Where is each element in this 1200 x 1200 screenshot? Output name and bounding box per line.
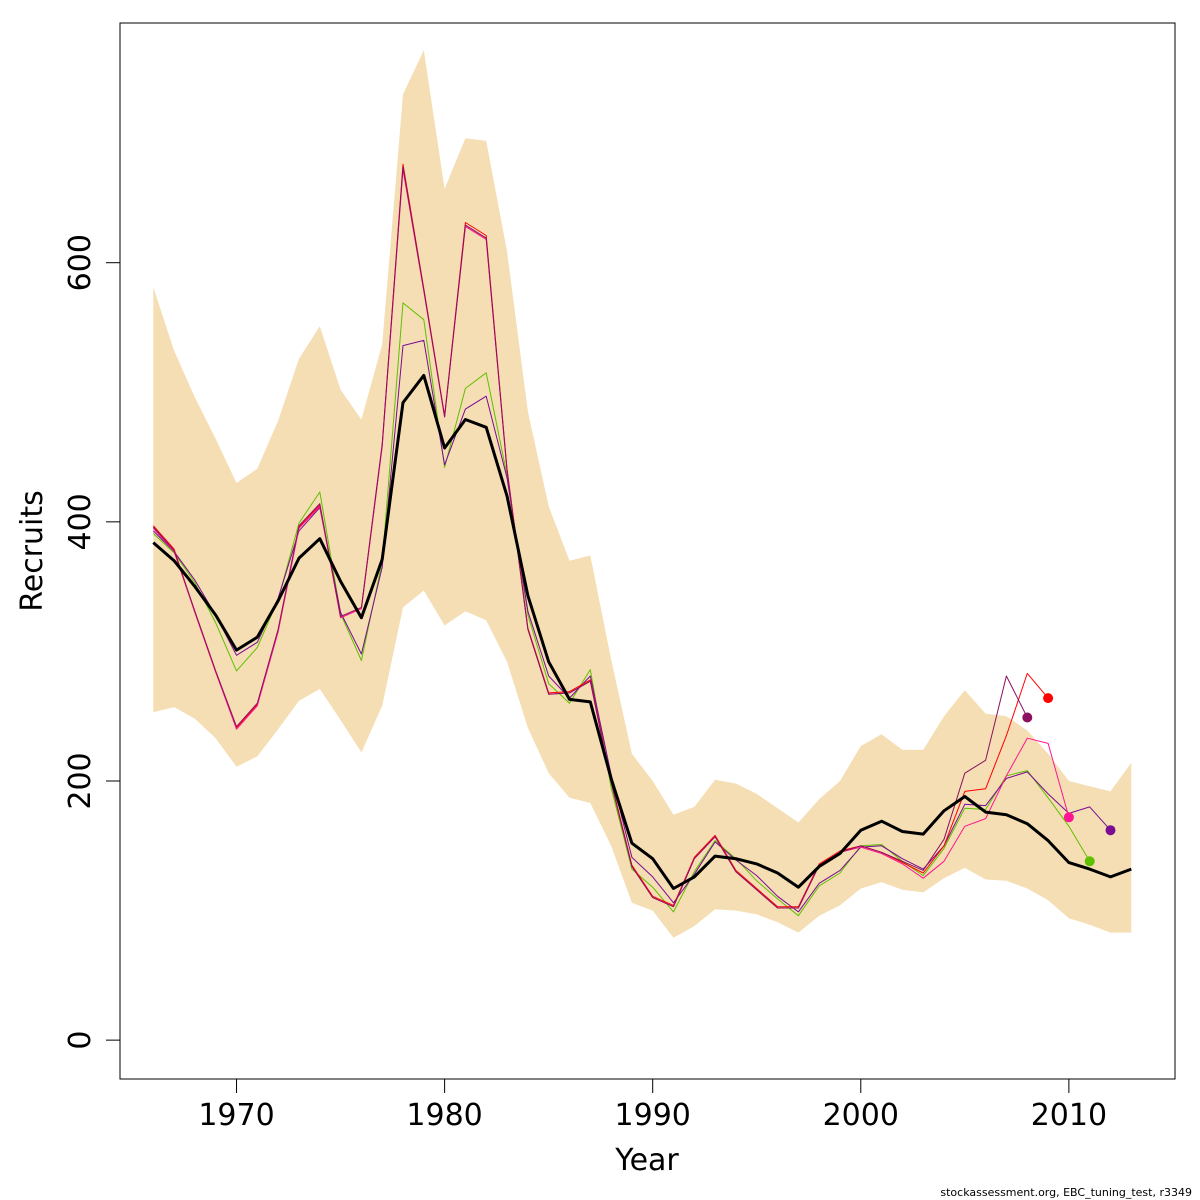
series-line-1 (152, 302, 1091, 917)
series-end-point-4 (1063, 812, 1074, 823)
series-end-point-5 (1022, 712, 1033, 723)
series-line-0 (152, 373, 1132, 890)
x-tick-label: 2010 (1031, 1098, 1107, 1133)
x-tick-label: 2000 (823, 1098, 899, 1133)
x-tick-label: 1980 (406, 1098, 482, 1133)
series-layer (152, 163, 1132, 917)
credit-text: stockassessment.org, EBC_tuning_test, r3… (940, 1186, 1192, 1199)
confidence-band-layer (153, 50, 1132, 938)
y-tick-label: 400 (63, 493, 98, 550)
y-axis-title: Recruits (15, 490, 50, 612)
confidence-band (153, 50, 1132, 938)
series-line-2 (152, 339, 1111, 913)
y-tick-label: 0 (63, 1031, 98, 1050)
series-end-point-2 (1105, 825, 1116, 836)
y-tick-label: 200 (63, 752, 98, 809)
marker-layer (1022, 693, 1116, 867)
x-tick-label: 1990 (615, 1098, 691, 1133)
y-axis: 0 200 400 600 (63, 234, 121, 1050)
series-end-point-1 (1084, 856, 1095, 867)
series-end-point-3 (1043, 693, 1054, 704)
x-tick-label: 1970 (198, 1098, 274, 1133)
x-axis-title: Year (614, 1143, 679, 1178)
series-line-5 (152, 166, 1028, 909)
y-tick-label: 600 (63, 234, 98, 291)
x-axis: 1970 1980 1990 2000 2010 (198, 1078, 1107, 1133)
